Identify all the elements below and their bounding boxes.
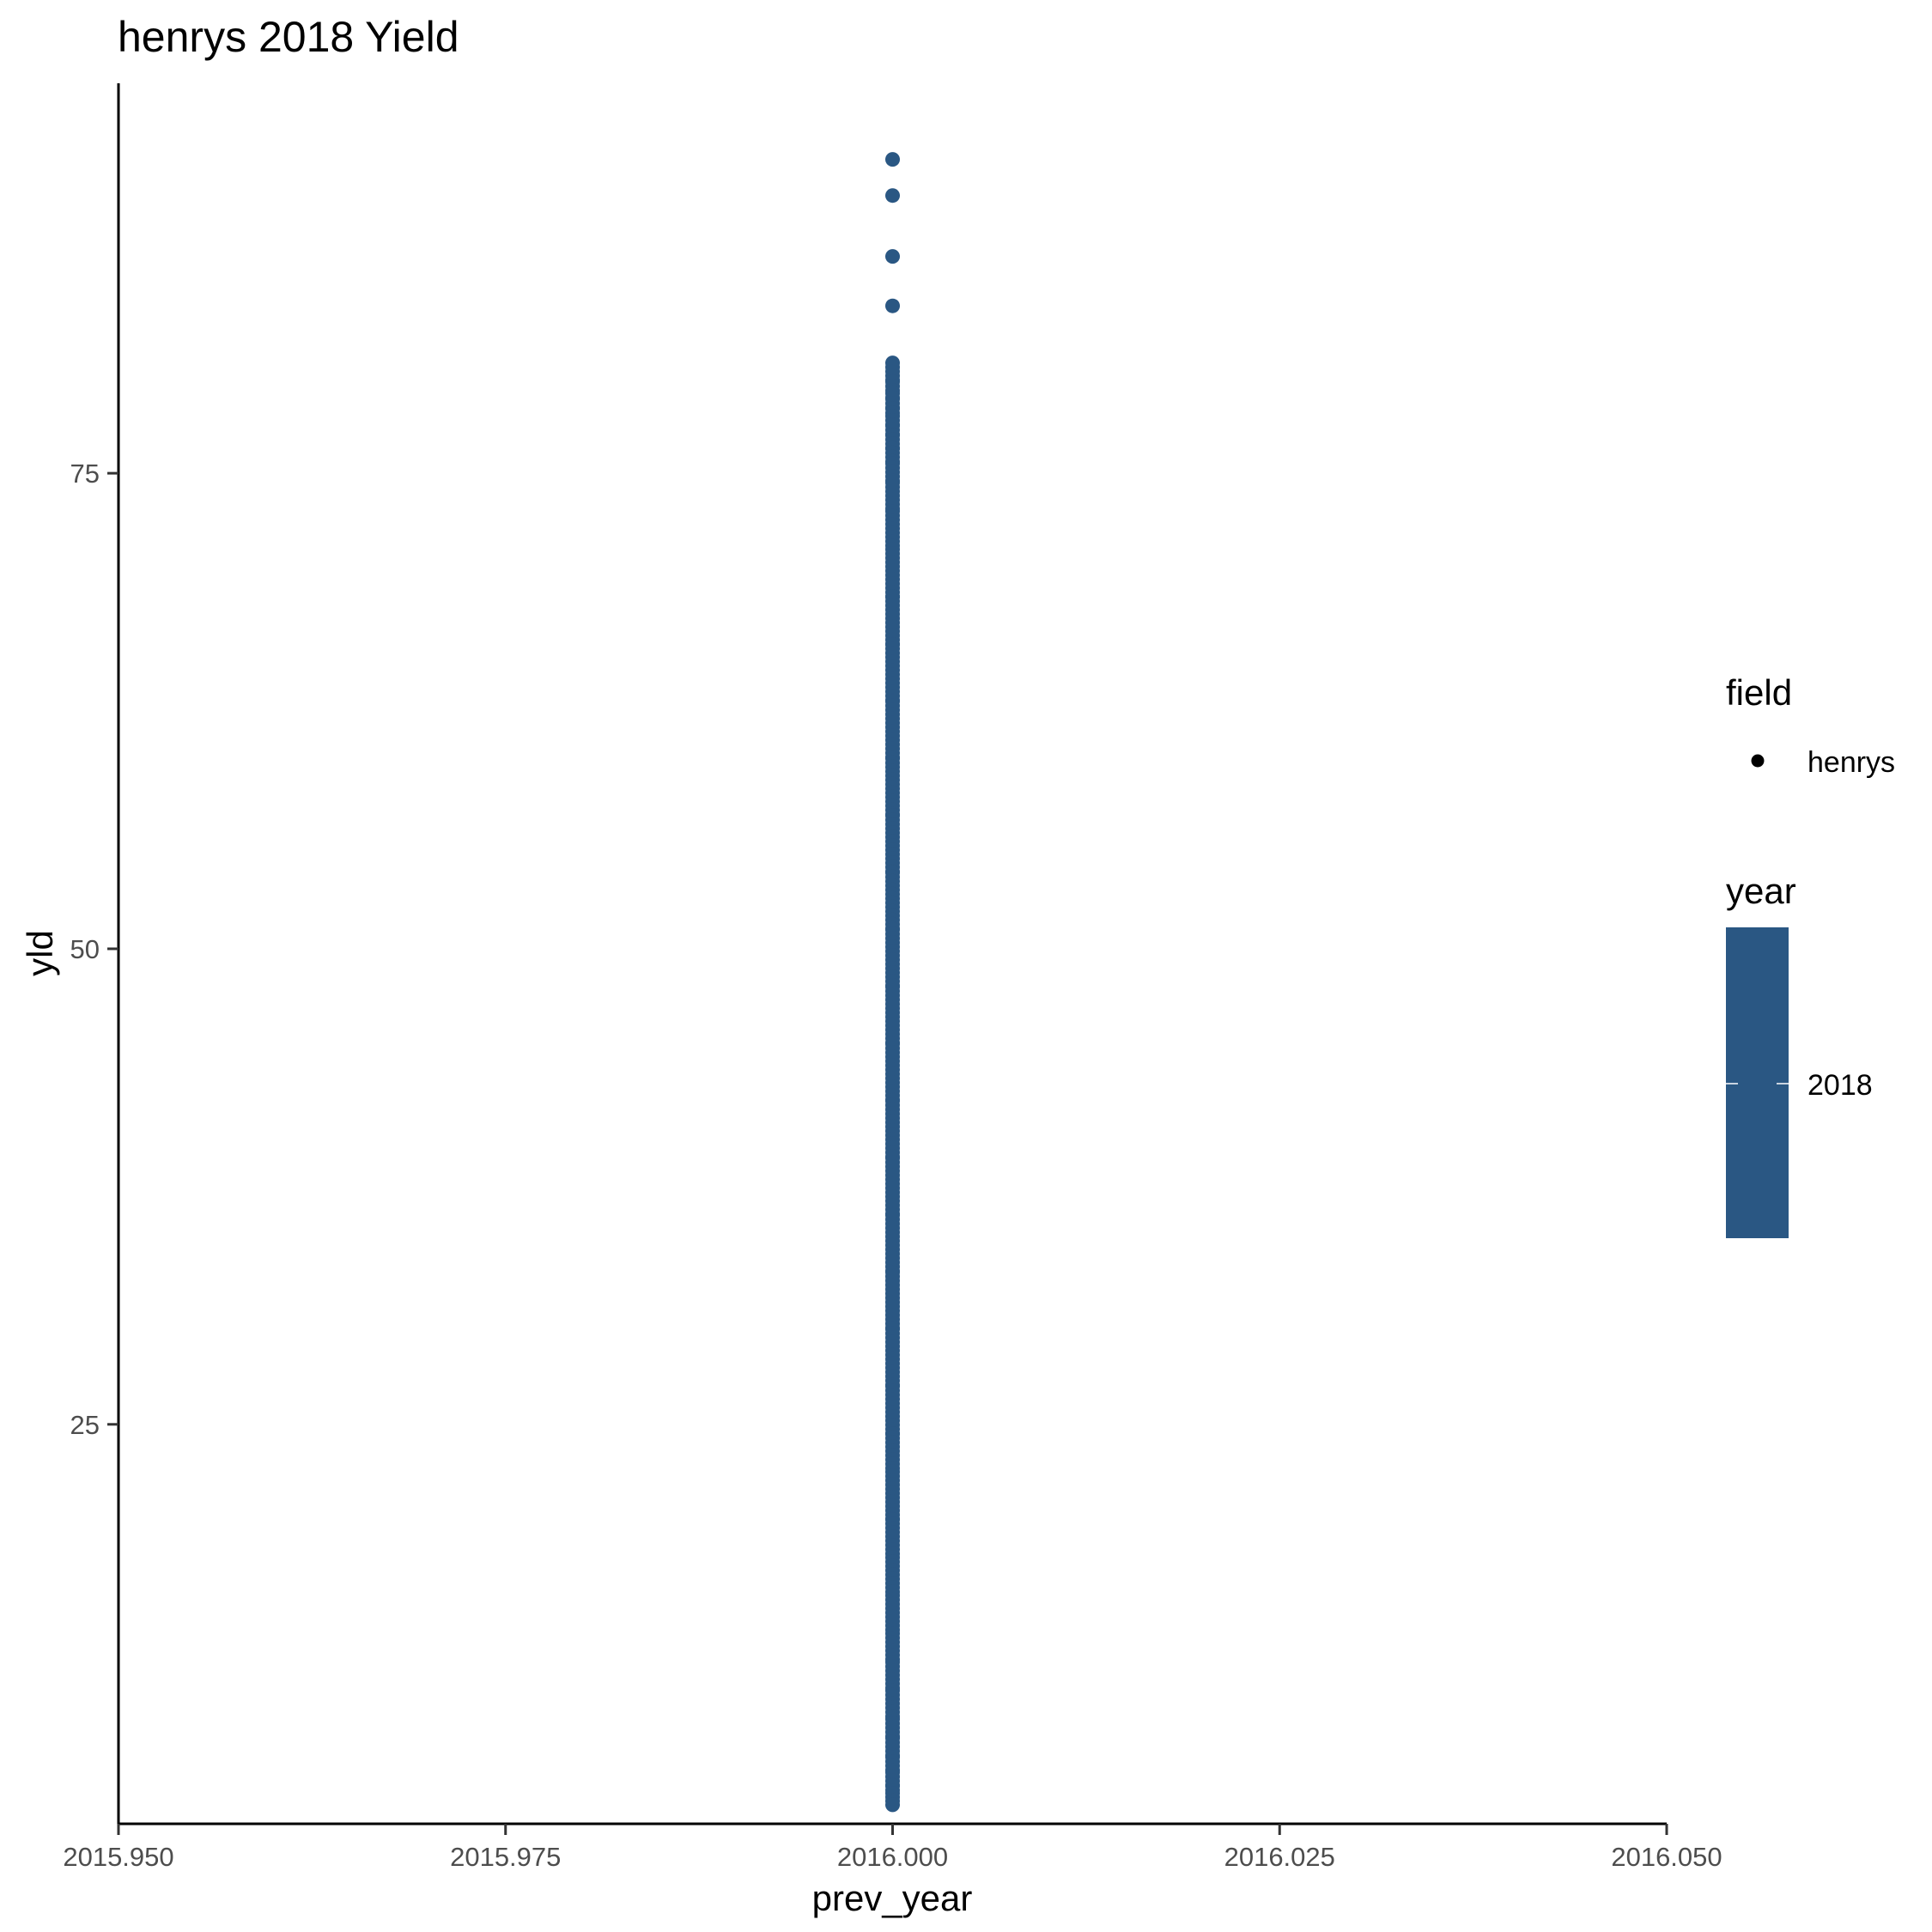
legend-field-title: field bbox=[1726, 672, 1792, 713]
legend-point-key bbox=[1751, 754, 1765, 768]
x-tick-label: 2016.025 bbox=[1224, 1842, 1335, 1872]
data-point bbox=[885, 152, 900, 167]
y-tick-label: 50 bbox=[70, 934, 100, 964]
data-point bbox=[885, 298, 900, 313]
x-axis-ticks: 2015.950 2015.975 2016.000 2016.025 2016.050 bbox=[63, 1824, 1722, 1872]
legend: field henrys year 2018 bbox=[1726, 672, 1895, 1238]
plot-area bbox=[885, 152, 900, 1813]
chart-title: henrys 2018 Yield bbox=[118, 13, 459, 61]
y-tick-label: 25 bbox=[70, 1410, 100, 1440]
y-axis-title: yld bbox=[20, 930, 60, 976]
data-point bbox=[885, 1797, 900, 1813]
x-tick-label: 2015.975 bbox=[450, 1842, 561, 1872]
y-axis-ticks: 25 50 75 bbox=[70, 459, 118, 1440]
x-tick-label: 2016.050 bbox=[1611, 1842, 1722, 1872]
x-axis-title: prev_year bbox=[812, 1878, 973, 1918]
data-point bbox=[885, 249, 900, 264]
legend-field-item: henrys bbox=[1807, 746, 1895, 779]
y-tick-label: 75 bbox=[70, 459, 100, 489]
x-tick-label: 2015.950 bbox=[63, 1842, 173, 1872]
legend-year-label: 2018 bbox=[1807, 1069, 1873, 1102]
data-point bbox=[885, 188, 900, 204]
legend-colorbar bbox=[1726, 927, 1789, 1238]
legend-year-title: year bbox=[1726, 871, 1796, 911]
x-tick-label: 2016.000 bbox=[837, 1842, 948, 1872]
